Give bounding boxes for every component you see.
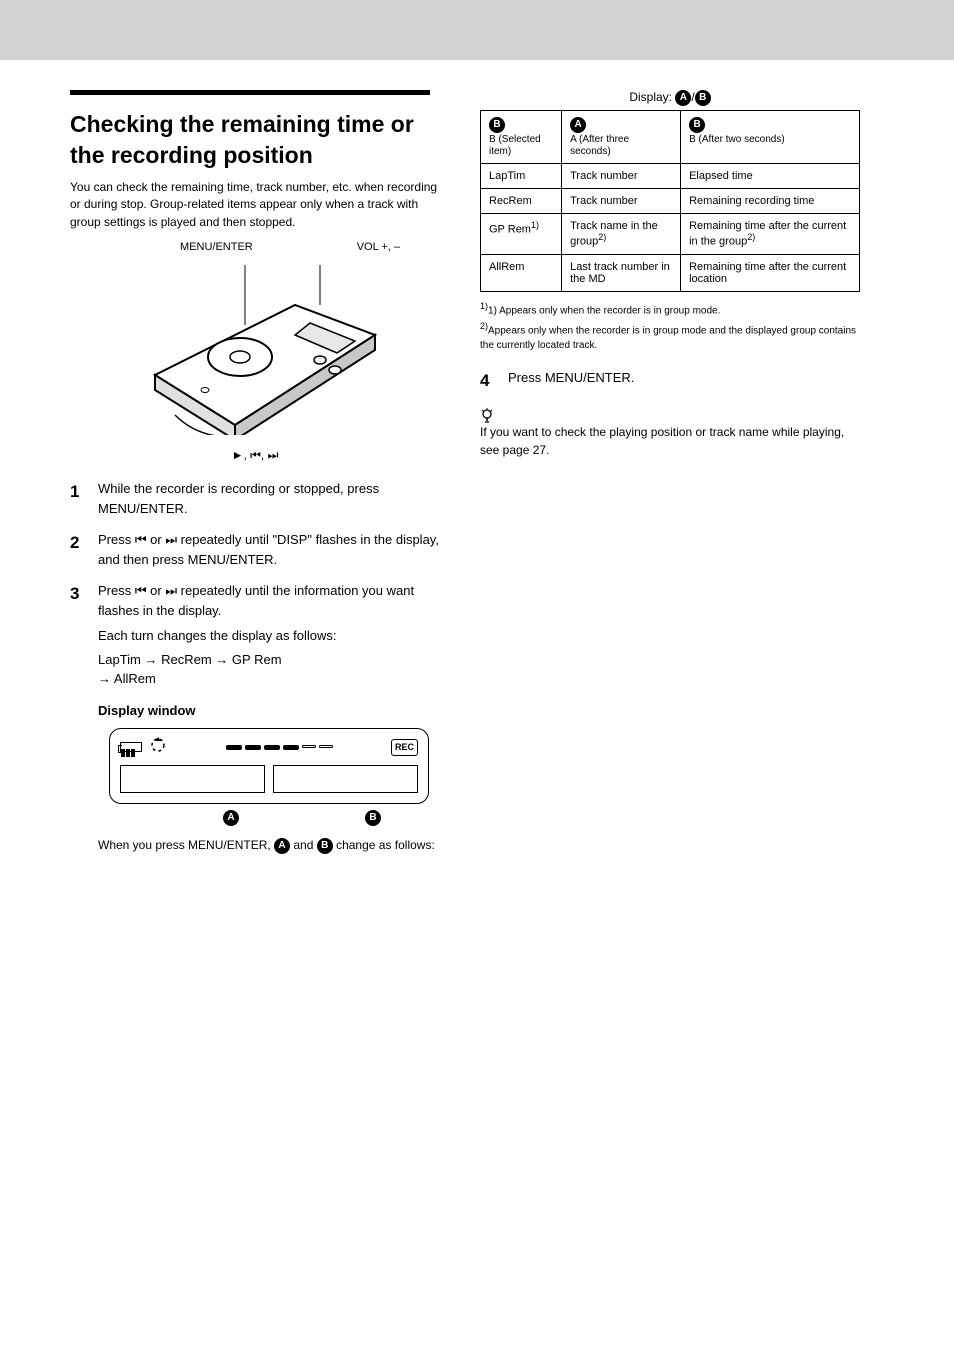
next-icon: ⏭ [165,583,177,598]
step-1: 1 While the recorder is recording or sto… [70,479,440,518]
next-icon: ⏭ [165,532,177,547]
display-modes-table: BB (Selected item) AA (After three secon… [480,110,860,292]
step-2: 2 Press ⏮ or ⏭ repeatedly until "DISP" f… [70,530,440,569]
label-a-icon: A [274,838,290,854]
tip-block: If you want to check the playing positio… [480,405,860,459]
step-number: 2 [70,530,86,569]
label-b-icon: B [365,810,381,826]
prev-icon: ⏮ [135,532,147,547]
mode-chain: LapTim → RecRem → GP Rem→ AllRem [98,650,440,689]
display-window-caption: Display window [98,701,440,721]
heading-rule [70,90,430,95]
lcd-display-panel: REC [109,728,429,804]
table-header-ab: Display: A/B [480,90,860,106]
info-box-a [120,765,265,793]
step-number: 1 [70,479,86,518]
label-a-icon: A [675,90,691,106]
step-3: 3 Press ⏮ or ⏭ repeatedly until the info… [70,581,440,854]
footnotes: 1)1) Appears only when the recorder is i… [480,300,860,354]
step-2-text: Press ⏮ or ⏭ repeatedly until "DISP" fla… [98,530,440,569]
label-b-icon: B [695,90,711,106]
lcd-info-boxes [120,765,418,793]
page-title: Checking the remaining time or the recor… [70,109,440,171]
step-4: 4 Press MENU/ENTER. [480,368,860,394]
minidisc-recorder-icon [125,265,385,435]
page-content: Checking the remaining time or the recor… [0,60,954,906]
left-column: Checking the remaining time or the recor… [70,90,440,866]
tip-lightbulb-icon [480,408,494,422]
battery-icon [120,742,142,752]
rec-badge: REC [391,739,418,757]
right-column: Display: A/B BB (Selected item) AA (Afte… [480,90,860,866]
table-header-cell: BB (After two seconds) [681,111,860,164]
step-1-text: While the recorder is recording or stopp… [98,479,440,518]
device-label-right: VOL +, – [357,241,400,253]
step-number: 4 [480,368,496,394]
tip-text: If you want to check the playing positio… [480,425,844,457]
table-row: GP Rem1) Track name in the group2) Remai… [481,214,860,255]
under-display-text: When you press MENU/ENTER, A and B chang… [98,836,440,854]
table-cell: Track name in the group2) [562,214,681,255]
table-row: LapTim Track number Elapsed time [481,164,860,189]
table-header-cell: AA (After three seconds) [562,111,681,164]
device-illustration [70,265,440,440]
table-cell: Remaining time after the current in the … [681,214,860,255]
table-row: AllRem Last track number in the MD Remai… [481,254,860,291]
info-box-b [273,765,418,793]
label-a-icon: A [223,810,239,826]
header-gray-band [0,0,954,60]
prev-icon: ⏮ [135,583,147,598]
segment-bar [174,745,385,750]
device-label-left: MENU/ENTER [180,241,253,253]
play-prev-next-icons: ►, ⏮, ⏭ [70,448,440,463]
lcd-top-row: REC [120,735,418,759]
label-b-icon: B [317,838,333,854]
ab-pointer-row: A B [98,808,440,826]
table-cell: GP Rem1) [481,214,562,255]
disc-spin-icon [148,736,168,760]
step-3-text: Press ⏮ or ⏭ repeatedly until the inform… [98,581,440,854]
device-label-row: MENU/ENTER VOL +, – [70,241,440,255]
step-number: 3 [70,581,86,854]
table-row: RecRem Track number Remaining recording … [481,189,860,214]
step-4-text: Press MENU/ENTER. [508,368,860,394]
table-header-cell: BB (Selected item) [481,111,562,164]
intro-paragraph: You can check the remaining time, track … [70,179,440,231]
